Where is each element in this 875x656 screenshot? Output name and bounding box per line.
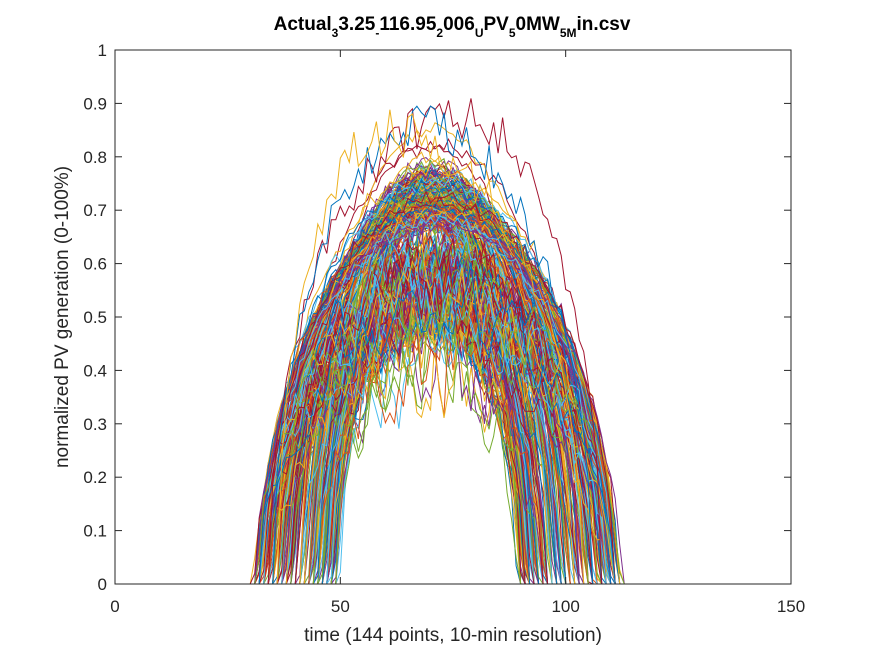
y-tick-label: 0.9 — [83, 94, 107, 113]
y-tick-label: 0.5 — [83, 308, 107, 327]
x-axis-label: time (144 points, 10-min resolution) — [304, 625, 602, 646]
y-tick-label: 0.4 — [83, 361, 107, 380]
x-tick-label: 150 — [777, 597, 805, 616]
y-tick-label: 0.3 — [83, 415, 107, 434]
x-tick-label: 50 — [331, 597, 350, 616]
y-tick-label: 0.6 — [83, 255, 107, 274]
y-tick-label: 0.2 — [83, 468, 107, 487]
x-tick-label: 100 — [551, 597, 579, 616]
y-tick-label: 0.8 — [83, 148, 107, 167]
y-tick-label: 0.1 — [83, 522, 107, 541]
y-tick-label: 1 — [98, 41, 107, 60]
x-tick-label: 0 — [110, 597, 119, 616]
y-axis-label: normalized PV generation (0-100%) — [52, 166, 73, 468]
y-tick-label: 0 — [98, 575, 107, 594]
y-tick-label: 0.7 — [83, 201, 107, 220]
